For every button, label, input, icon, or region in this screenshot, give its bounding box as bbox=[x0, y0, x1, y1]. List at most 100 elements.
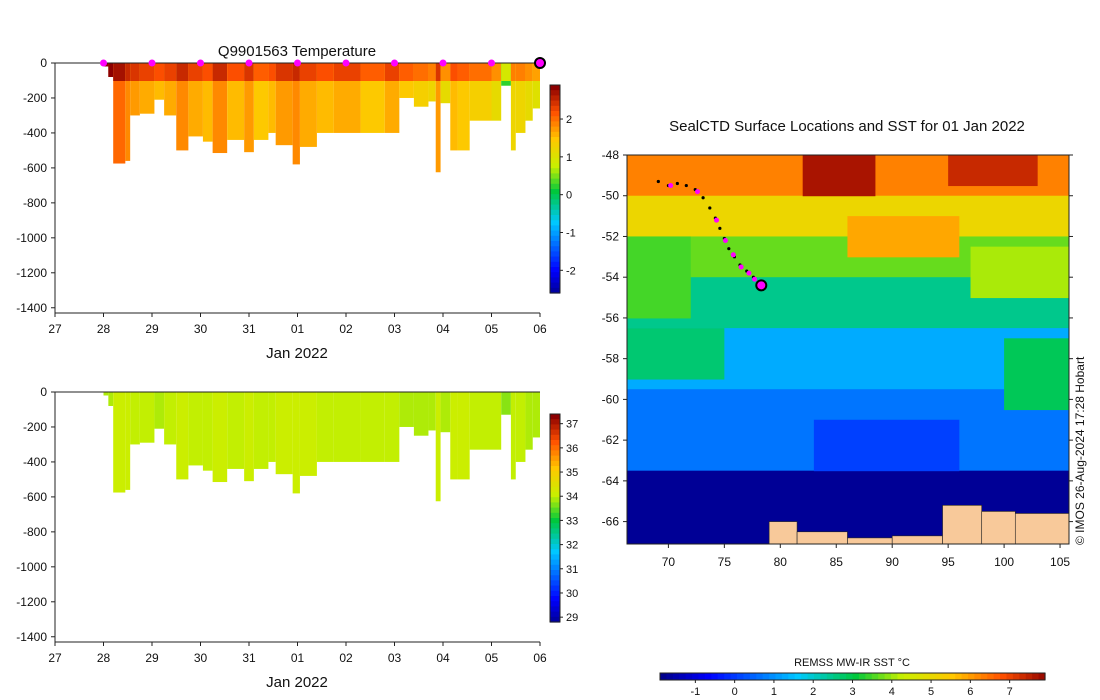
seal-track bbox=[656, 179, 768, 292]
sst-colorbar-tick-label: 7 bbox=[1007, 686, 1013, 698]
y-tick-label: -800 bbox=[23, 196, 47, 210]
y-tick-label: -600 bbox=[23, 161, 47, 175]
sst-colorbar-segment bbox=[756, 673, 764, 680]
profile-column bbox=[510, 63, 516, 151]
colorbar-segment bbox=[550, 523, 560, 529]
track-point bbox=[727, 247, 731, 251]
profile-column bbox=[103, 392, 109, 396]
colorbar-segment bbox=[550, 241, 560, 247]
profile-marker bbox=[488, 59, 495, 67]
profile-surface-layer bbox=[515, 63, 526, 81]
sst-colorbar-segment bbox=[794, 673, 802, 680]
colorbar-segment bbox=[550, 424, 560, 431]
sst-colorbar-segment bbox=[711, 673, 719, 680]
sst-colorbar-tick-label: 4 bbox=[889, 686, 895, 698]
profile-surface-layer bbox=[457, 63, 470, 81]
profile-column bbox=[139, 392, 155, 443]
colorbar-segment bbox=[550, 111, 560, 117]
profile-marker bbox=[439, 59, 447, 67]
colorbar-segment bbox=[550, 528, 560, 535]
sst-colorbar-segment bbox=[923, 673, 931, 680]
sst-colorbar-segment bbox=[1025, 673, 1033, 680]
colorbar-segment bbox=[550, 261, 560, 268]
sst-colorbar-segment bbox=[968, 673, 976, 680]
sst-colorbar-label: REMSS MW-IR SST °C bbox=[794, 657, 910, 669]
salinity-colorbar: 37 36 35 34 33 32 31 30 29 bbox=[549, 413, 578, 624]
current-position-marker bbox=[755, 279, 768, 292]
colorbar-segment bbox=[550, 580, 560, 587]
colorbar-segment bbox=[550, 502, 560, 509]
profile-column bbox=[525, 392, 533, 450]
sst-colorbar-segment bbox=[724, 673, 732, 680]
profile-marker bbox=[148, 59, 156, 67]
profile-column bbox=[212, 63, 228, 154]
sst-colorbar-segment bbox=[685, 673, 693, 680]
colorbar-tick-label: 32 bbox=[566, 540, 578, 552]
track-profile-point bbox=[738, 264, 744, 270]
colorbar-frame bbox=[549, 84, 561, 294]
colorbar-segment bbox=[550, 131, 560, 138]
temperature-profiles bbox=[103, 63, 540, 173]
profile-surface-layer bbox=[413, 63, 429, 81]
colorbar-segment bbox=[550, 538, 560, 545]
colorbar-segment bbox=[550, 611, 560, 618]
colorbar-segment bbox=[550, 596, 560, 602]
profile-column bbox=[130, 392, 140, 445]
profile-column bbox=[227, 63, 245, 140]
colorbar-tick-label: 35 bbox=[566, 467, 578, 479]
y-tick-label: -1400 bbox=[16, 630, 47, 644]
profile-surface-layer bbox=[435, 63, 441, 81]
profile-surface-layer bbox=[501, 63, 511, 81]
colorbar-segment bbox=[550, 178, 560, 185]
sst-colorbar-segment bbox=[826, 673, 834, 680]
profile-column bbox=[532, 392, 540, 438]
profile-column bbox=[275, 63, 293, 146]
colorbar-segment bbox=[550, 507, 560, 514]
colorbar-segment bbox=[550, 575, 560, 581]
colorbar-segment bbox=[550, 209, 560, 216]
profile-surface-layer bbox=[202, 63, 213, 81]
profile-column bbox=[435, 392, 441, 502]
sst-colorbar-segment bbox=[1012, 673, 1020, 680]
imos-credit: © IMOS 26-Aug-2024 17:28 Hobart bbox=[1073, 356, 1087, 545]
colorbar-segment bbox=[550, 616, 560, 623]
track-profile-point bbox=[714, 217, 720, 223]
profile-surface-layer bbox=[275, 63, 293, 81]
sst-colorbar-segment bbox=[1006, 673, 1014, 680]
x-tick-label: 27 bbox=[48, 651, 62, 665]
colorbar-segment bbox=[550, 601, 560, 607]
sst-colorbar-segment bbox=[666, 673, 674, 680]
colorbar-segment bbox=[550, 287, 560, 294]
profile-column bbox=[428, 63, 436, 102]
x-tick-label: 28 bbox=[97, 322, 111, 336]
profile-surface-layer bbox=[333, 63, 361, 81]
y-tick-label: -600 bbox=[23, 490, 47, 504]
colorbar-segment bbox=[550, 225, 560, 232]
colorbar-segment bbox=[550, 606, 560, 613]
temperature-x-label: Jan 2022 bbox=[266, 345, 328, 362]
lat-tick-label: -54 bbox=[602, 270, 620, 284]
sst-colorbar-tick-label: 6 bbox=[967, 686, 973, 698]
lat-tick-label: -64 bbox=[602, 474, 620, 488]
profile-surface-layer bbox=[532, 63, 540, 81]
sst-colorbar-segment bbox=[833, 673, 841, 680]
profile-column bbox=[333, 392, 361, 462]
sst-colorbar-segment bbox=[961, 673, 969, 680]
sst-colorbar: -1 0 1 2 3 4 5 6 7 bbox=[659, 672, 1046, 698]
land-area bbox=[1014, 513, 1069, 544]
lon-tick-label: 80 bbox=[774, 555, 788, 569]
profile-column bbox=[176, 63, 189, 151]
colorbar-segment bbox=[550, 142, 560, 148]
profile-surface-layer bbox=[299, 63, 317, 81]
profile-surface-layer bbox=[292, 63, 300, 81]
sst-colorbar-segment bbox=[1019, 673, 1027, 680]
temperature-y-ticks: 0 -200 -400 -600 -800 -1000 -1200 -1400 bbox=[16, 56, 55, 315]
profile-column bbox=[244, 63, 254, 153]
profile-surface-layer bbox=[154, 63, 165, 81]
sst-colorbar-tick-label: 1 bbox=[771, 686, 777, 698]
colorbar-segment bbox=[550, 173, 560, 180]
colorbar-segment bbox=[550, 492, 560, 498]
colorbar-segment bbox=[550, 533, 560, 540]
track-profile-point bbox=[694, 189, 700, 195]
